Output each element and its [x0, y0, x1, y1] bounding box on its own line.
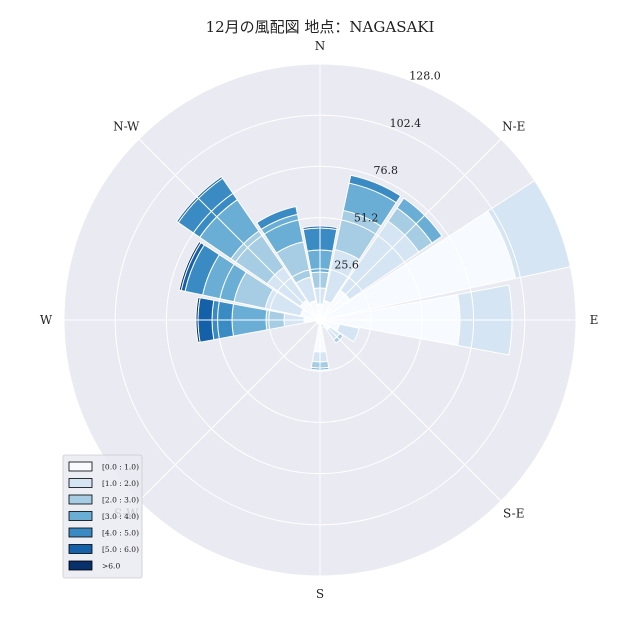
legend-label-0: [0.0 : 1.0)	[102, 463, 139, 472]
legend-label-3: [3.0 : 4.0)	[102, 512, 139, 521]
wind-bar-dir14-bin5	[175, 175, 224, 224]
direction-label-s-e: S-E	[503, 507, 524, 521]
legend-swatch-1	[68, 478, 93, 488]
wind-bar-dir1-bin4	[348, 174, 402, 204]
radial-tick-label-3: 102.4	[390, 117, 422, 130]
legend-swatch-2	[68, 494, 93, 505]
direction-label-n: N	[315, 39, 326, 53]
grid-spoke-7	[138, 138, 321, 321]
legend-swatch-0	[68, 461, 93, 472]
legend-label-1: [1.0 : 2.0)	[102, 479, 139, 488]
wind-bars	[175, 174, 571, 371]
legend-label-2: [2.0 : 3.0)	[102, 496, 139, 505]
wind-bar-dir13-bin6	[178, 240, 202, 292]
chart-title: 12月の風配図 地点：NAGASAKI	[206, 18, 435, 36]
direction-label-n-e: N-E	[502, 119, 525, 133]
legend-label-6: >6.0	[102, 562, 120, 571]
direction-label-e: E	[590, 313, 599, 327]
radial-tick-labels: 25.6 51.2 76.8 102.4 128.0	[334, 69, 440, 271]
grid-spoke-3	[319, 319, 502, 502]
legend: [0.0 : 1.0) [1.0 : 2.0) [2.0 : 3.0) [3.0 : …	[62, 454, 143, 579]
polar-grid	[63, 63, 577, 577]
legend-swatch-5	[68, 544, 93, 554]
direction-label-s: S	[316, 587, 324, 601]
radial-tick-label-4: 128.0	[409, 69, 441, 82]
legend-swatch-6	[68, 560, 93, 571]
radial-tick-label-2: 76.8	[374, 164, 399, 177]
wind-bar-dir15-bin4	[256, 205, 299, 231]
legend-swatch-4	[68, 527, 93, 538]
wind-bar-dir5-bin1	[336, 323, 360, 343]
direction-label-w: W	[40, 313, 53, 327]
wind-bar-dir12-bin6	[195, 296, 201, 344]
direction-label-n-w: N-W	[113, 119, 140, 133]
radial-tick-label-1: 51.2	[354, 211, 379, 224]
grid-spoke-5	[138, 319, 321, 502]
legend-label-4: [4.0 : 5.0)	[102, 529, 139, 538]
radial-tick-label-0: 25.6	[334, 259, 359, 272]
legend-label-5: [5.0 : 6.0)	[102, 545, 139, 554]
grid-spoke-1	[319, 138, 502, 321]
legend-swatch-3	[68, 511, 93, 521]
